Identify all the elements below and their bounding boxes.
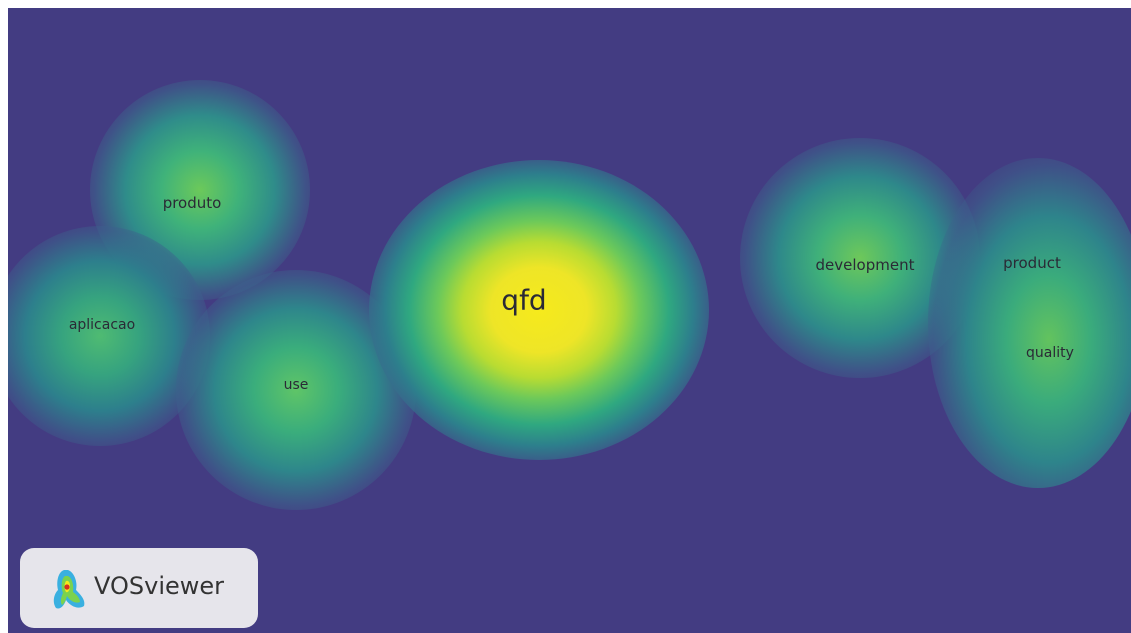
density-blob-aplicacao [8, 226, 210, 446]
density-map[interactable]: produto aplicacao use qfd development pr… [8, 8, 1131, 633]
density-blob-product-quality [928, 158, 1131, 488]
vosviewer-logo-text: VOSviewer [94, 572, 225, 600]
term-product[interactable]: product [1003, 254, 1061, 272]
vosviewer-logo: VOSviewer [20, 548, 258, 628]
vosviewer-logo-icon [53, 570, 85, 609]
term-quality[interactable]: quality [1026, 345, 1074, 361]
term-aplicacao[interactable]: aplicacao [68, 317, 136, 333]
term-qfd[interactable]: qfd [501, 283, 547, 317]
term-use[interactable]: use [283, 377, 309, 393]
term-development[interactable]: development [815, 256, 915, 274]
term-produto[interactable]: produto [162, 194, 222, 212]
density-blob-produto [90, 80, 310, 300]
